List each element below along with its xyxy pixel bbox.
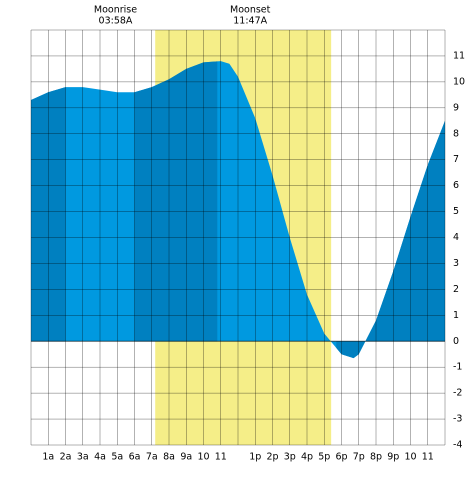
y-tick-label: 2 <box>453 284 459 295</box>
x-tick-label: 9a <box>180 452 192 463</box>
y-tick-label: 5 <box>453 206 459 217</box>
x-tick-label: 3p <box>284 452 296 463</box>
y-tick-label: 1 <box>453 310 459 321</box>
x-tick-label: 4a <box>94 452 106 463</box>
x-tick-label: 6a <box>129 452 141 463</box>
annotation-label: Moonrise <box>94 5 137 16</box>
annotation-time: 03:58A <box>99 16 133 27</box>
x-tick-label: 8p <box>370 452 382 463</box>
y-tick-label: 3 <box>453 258 459 269</box>
x-tick-label: 2a <box>60 452 72 463</box>
x-tick-label: 10 <box>197 452 209 463</box>
y-tick-label: -3 <box>453 414 462 425</box>
y-tick-label: 4 <box>453 232 459 243</box>
x-tick-label: 1a <box>42 452 54 463</box>
y-tick-label: -4 <box>453 440 462 451</box>
y-tick-label: 7 <box>453 154 459 165</box>
x-tick-label: 5a <box>111 452 123 463</box>
x-tick-label: 8a <box>163 452 175 463</box>
x-tick-label: 7a <box>146 452 158 463</box>
x-tick-label: 3a <box>77 452 89 463</box>
y-tick-label: -2 <box>453 388 462 399</box>
x-tick-label: 2p <box>266 452 278 463</box>
y-tick-label: 11 <box>453 50 465 61</box>
annotation-label: Moonset <box>230 5 271 16</box>
x-tick-label: 4p <box>301 452 313 463</box>
annotation-time: 11:47A <box>233 16 267 27</box>
y-tick-label: 0 <box>453 336 459 347</box>
y-tick-label: -1 <box>453 362 462 373</box>
x-tick-label: 6p <box>335 452 347 463</box>
x-tick-label: 10 <box>404 452 416 463</box>
y-tick-label: 10 <box>453 76 465 87</box>
y-tick-label: 9 <box>453 102 459 113</box>
x-tick-label: 5p <box>318 452 330 463</box>
y-tick-label: 8 <box>453 128 459 139</box>
x-tick-label: 11 <box>422 452 434 463</box>
x-tick-label: 11 <box>215 452 227 463</box>
x-tick-label: 9p <box>387 452 399 463</box>
x-tick-label: 1p <box>249 452 261 463</box>
x-tick-label: 7p <box>353 452 365 463</box>
y-tick-label: 6 <box>453 180 459 191</box>
